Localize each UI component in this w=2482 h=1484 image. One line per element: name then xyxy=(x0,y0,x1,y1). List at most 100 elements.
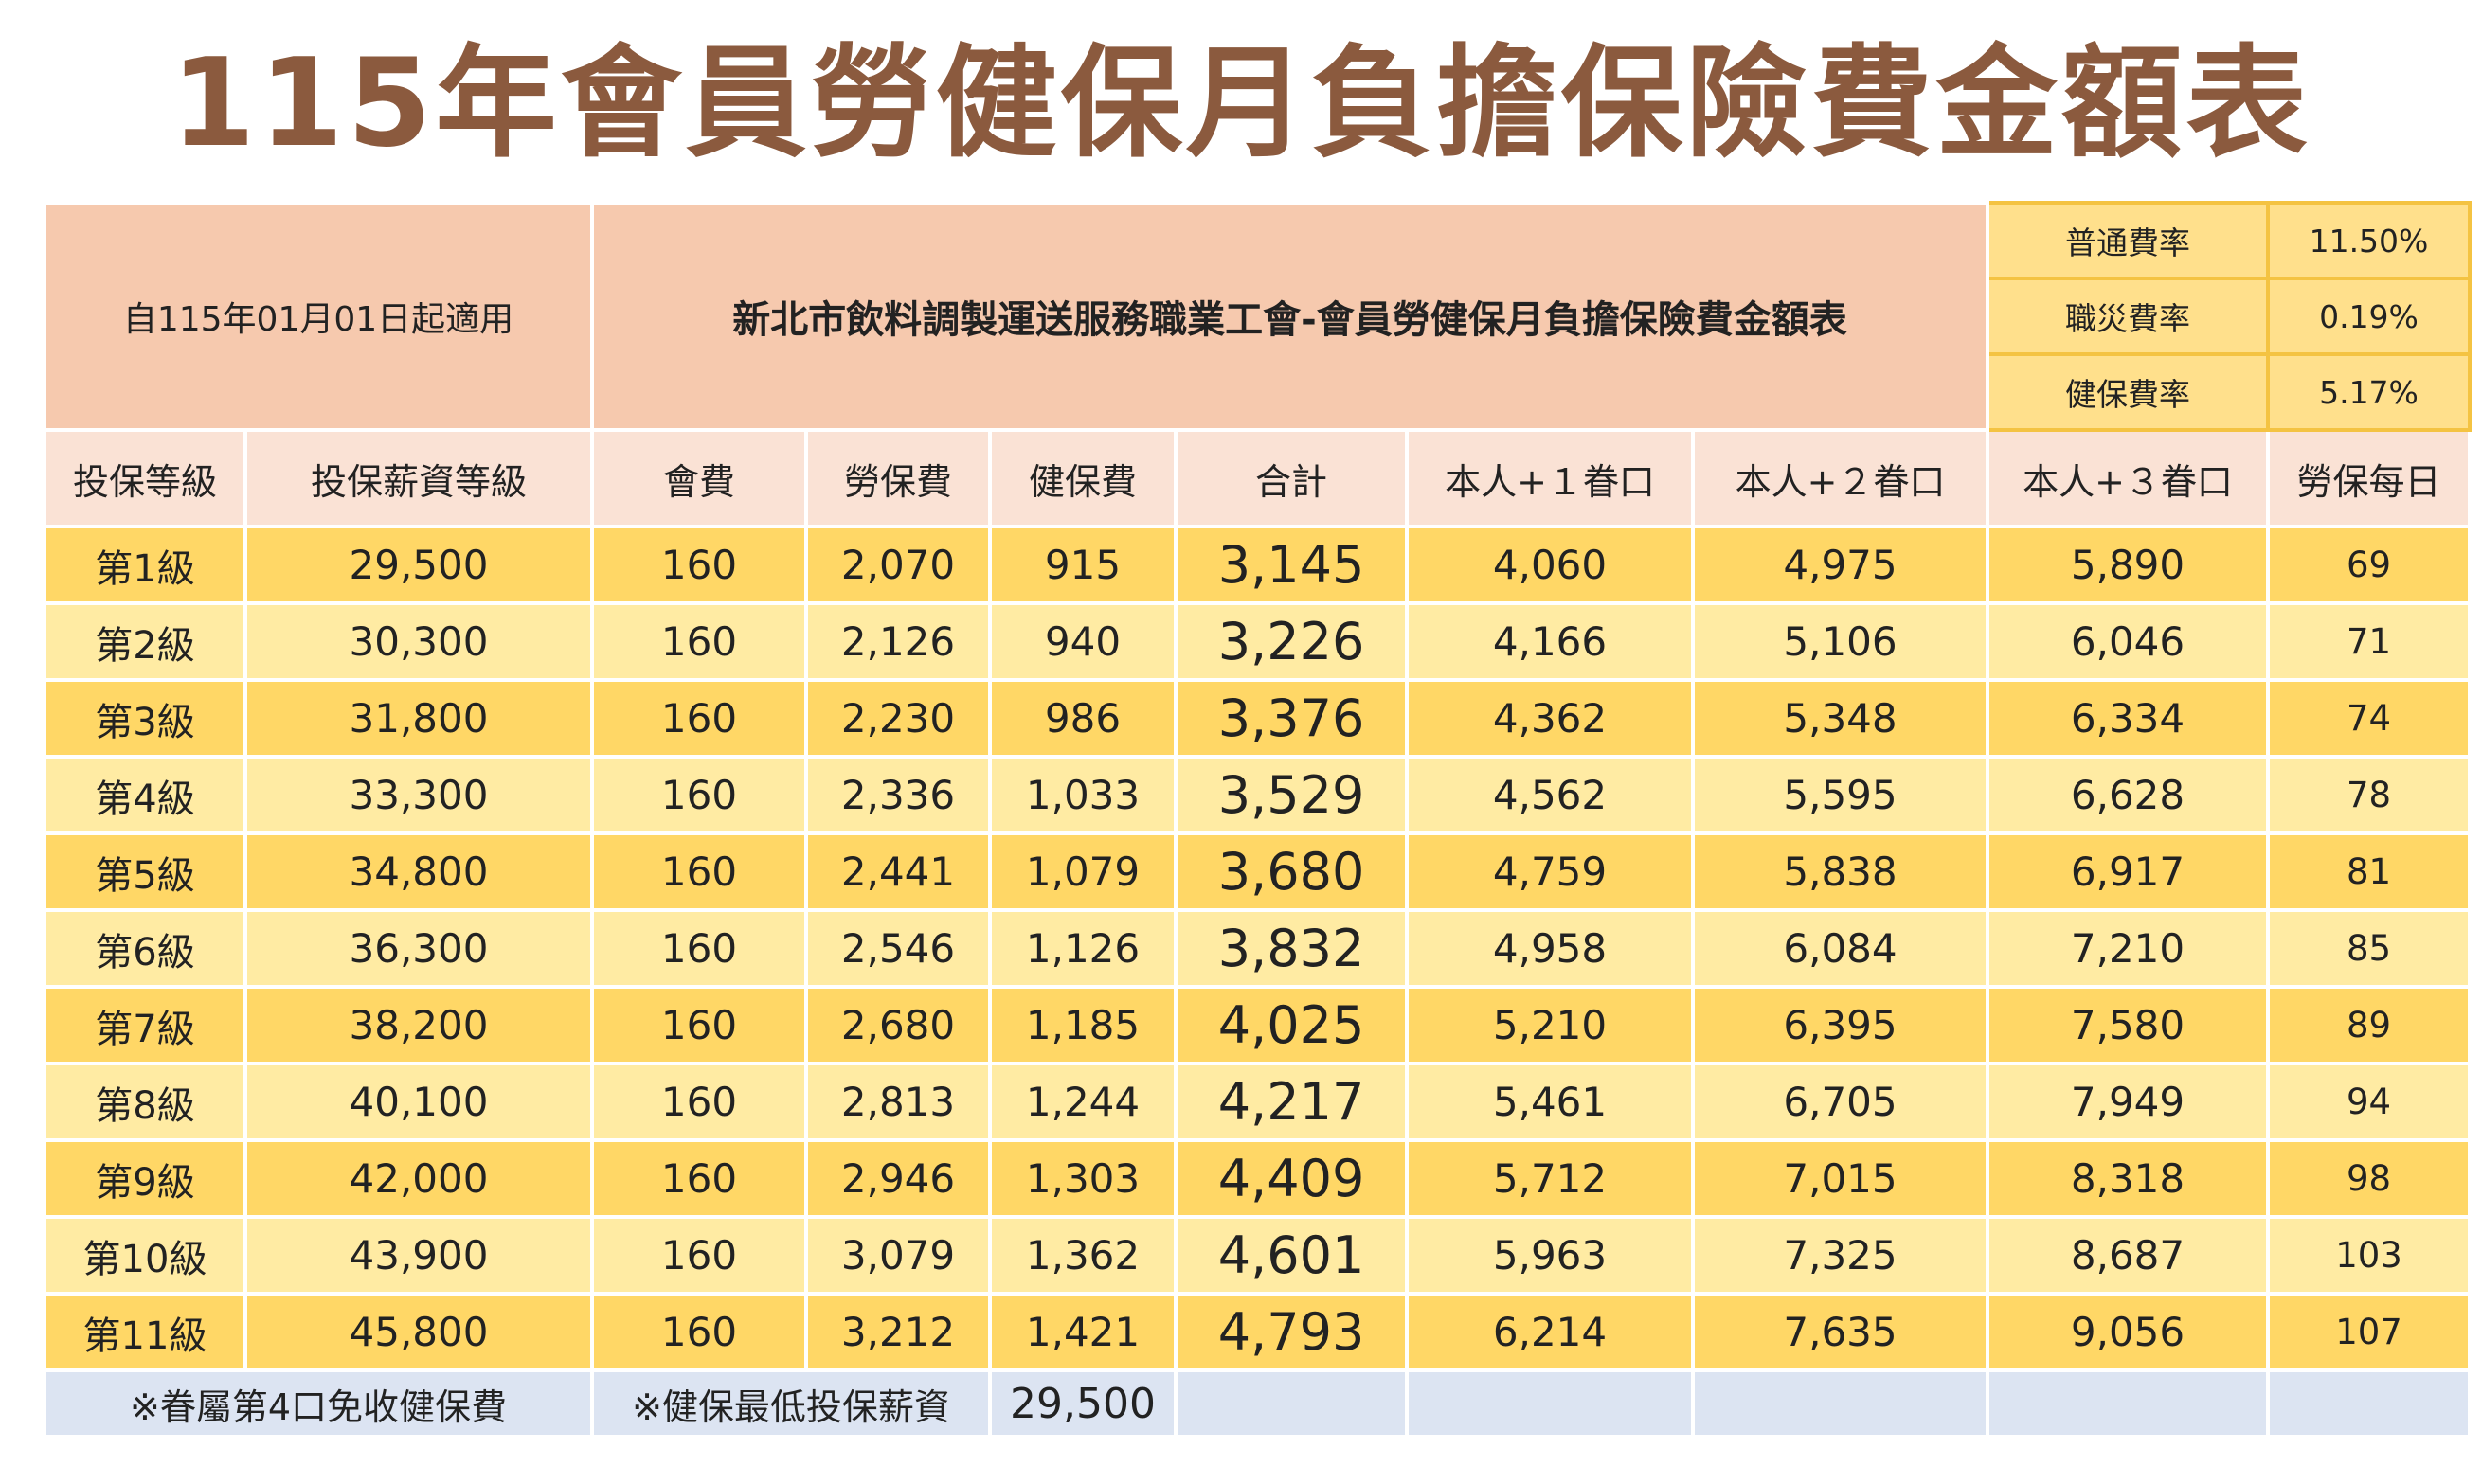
cell-daily: 74 xyxy=(2266,678,2472,759)
cell-salary: 31,800 xyxy=(243,678,594,759)
col-header-daily: 勞保每日 xyxy=(2266,428,2472,528)
cell-plus-1: 5,712 xyxy=(1405,1138,1695,1219)
cell-union-fee: 160 xyxy=(590,831,808,912)
cell-union-fee: 160 xyxy=(590,908,808,989)
cell-plus-1: 4,958 xyxy=(1405,908,1695,989)
cell-union-fee: 160 xyxy=(590,601,808,682)
cell-labor-insurance: 2,813 xyxy=(804,1062,992,1142)
cell-health-insurance: 1,303 xyxy=(988,1138,1178,1219)
cell-daily: 85 xyxy=(2266,908,2472,989)
table-row: 第9級 42,000 160 2,946 1,303 4,409 5,712 7,015 8,3… xyxy=(43,1138,2472,1219)
cell-plus-1: 4,562 xyxy=(1405,755,1695,835)
cell-plus-2: 5,106 xyxy=(1691,601,1989,682)
cell-plus-1: 4,759 xyxy=(1405,831,1695,912)
cell-total: 4,793 xyxy=(1174,1292,1409,1372)
footer-note-min-salary: ※健保最低投保薪資 xyxy=(590,1368,992,1439)
cell-labor-insurance: 2,680 xyxy=(804,985,992,1065)
cell-plus-1: 4,166 xyxy=(1405,601,1695,682)
cell-total: 3,832 xyxy=(1174,908,1409,989)
cell-plus-2: 5,838 xyxy=(1691,831,1989,912)
cell-level: 第5級 xyxy=(43,831,247,912)
col-header-union-fee: 會費 xyxy=(590,428,808,528)
cell-plus-3: 8,318 xyxy=(1986,1138,2270,1219)
table-row: 第5級 34,800 160 2,441 1,079 3,680 4,759 5,838 6,9… xyxy=(43,831,2472,912)
cell-plus-3: 6,046 xyxy=(1986,601,2270,682)
cell-plus-1: 5,963 xyxy=(1405,1215,1695,1296)
cell-plus-2: 7,015 xyxy=(1691,1138,1989,1219)
cell-level: 第3級 xyxy=(43,678,247,759)
rate-label: 普通費率 xyxy=(1986,201,2270,280)
cell-union-fee: 160 xyxy=(590,525,808,605)
cell-plus-2: 5,348 xyxy=(1691,678,1989,759)
cell-plus-2: 6,705 xyxy=(1691,1062,1989,1142)
cell-daily: 69 xyxy=(2266,525,2472,605)
cell-level: 第7級 xyxy=(43,985,247,1065)
cell-salary: 29,500 xyxy=(243,525,594,605)
table-title: 新北市飲料調製運送服務職業工會-會員勞健保月負擔保險費金額表 xyxy=(590,201,1989,432)
cell-total: 3,529 xyxy=(1174,755,1409,835)
cell-daily: 103 xyxy=(2266,1215,2472,1296)
cell-union-fee: 160 xyxy=(590,985,808,1065)
cell-health-insurance: 1,421 xyxy=(988,1292,1178,1372)
cell-plus-3: 7,580 xyxy=(1986,985,2270,1065)
cell-health-insurance: 1,185 xyxy=(988,985,1178,1065)
footer-empty-cell xyxy=(1174,1368,1409,1439)
cell-labor-insurance: 3,212 xyxy=(804,1292,992,1372)
cell-total: 3,680 xyxy=(1174,831,1409,912)
footer-note-dependents: ※眷屬第4口免收健保費 xyxy=(43,1368,594,1439)
cell-union-fee: 160 xyxy=(590,1292,808,1372)
cell-salary: 42,000 xyxy=(243,1138,594,1219)
cell-plus-3: 7,210 xyxy=(1986,908,2270,989)
cell-daily: 81 xyxy=(2266,831,2472,912)
footer-empty-cell xyxy=(1405,1368,1695,1439)
premium-table: 自115年01月01日起適用 新北市飲料調製運送服務職業工會-會員勞健保月負擔保… xyxy=(43,201,2472,1439)
col-header-total: 合計 xyxy=(1174,428,1409,528)
cell-health-insurance: 986 xyxy=(988,678,1178,759)
footer-empty-cell xyxy=(1986,1368,2270,1439)
cell-daily: 98 xyxy=(2266,1138,2472,1219)
cell-plus-2: 6,395 xyxy=(1691,985,1989,1065)
col-header-plus-3: 本人+３眷口 xyxy=(1986,428,2270,528)
cell-plus-1: 4,362 xyxy=(1405,678,1695,759)
cell-salary: 33,300 xyxy=(243,755,594,835)
rate-label: 職災費率 xyxy=(1986,277,2270,356)
cell-union-fee: 160 xyxy=(590,1215,808,1296)
cell-labor-insurance: 2,070 xyxy=(804,525,992,605)
rate-label: 健保費率 xyxy=(1986,352,2270,432)
cell-level: 第2級 xyxy=(43,601,247,682)
cell-health-insurance: 1,244 xyxy=(988,1062,1178,1142)
page-title: 115年會員勞健保月負擔保險費金額表 xyxy=(171,33,2311,174)
cell-labor-insurance: 3,079 xyxy=(804,1215,992,1296)
cell-plus-2: 7,325 xyxy=(1691,1215,1989,1296)
cell-salary: 30,300 xyxy=(243,601,594,682)
cell-total: 4,601 xyxy=(1174,1215,1409,1296)
col-header-salary: 投保薪資等級 xyxy=(243,428,594,528)
cell-level: 第9級 xyxy=(43,1138,247,1219)
cell-plus-1: 5,461 xyxy=(1405,1062,1695,1142)
col-header-labor-insurance: 勞保費 xyxy=(804,428,992,528)
cell-level: 第11級 xyxy=(43,1292,247,1372)
cell-plus-3: 8,687 xyxy=(1986,1215,2270,1296)
cell-health-insurance: 915 xyxy=(988,525,1178,605)
cell-total: 4,025 xyxy=(1174,985,1409,1065)
cell-labor-insurance: 2,441 xyxy=(804,831,992,912)
footer-empty-cell xyxy=(1691,1368,1989,1439)
cell-plus-1: 6,214 xyxy=(1405,1292,1695,1372)
cell-labor-insurance: 2,126 xyxy=(804,601,992,682)
footer-empty-cell xyxy=(2266,1368,2472,1439)
cell-total: 4,409 xyxy=(1174,1138,1409,1219)
cell-daily: 94 xyxy=(2266,1062,2472,1142)
cell-salary: 38,200 xyxy=(243,985,594,1065)
cell-total: 3,226 xyxy=(1174,601,1409,682)
table-row: 第6級 36,300 160 2,546 1,126 3,832 4,958 6,084 7,2… xyxy=(43,908,2472,989)
cell-total: 3,145 xyxy=(1174,525,1409,605)
table-row: 第2級 30,300 160 2,126 940 3,226 4,166 5,106 6,046… xyxy=(43,601,2472,682)
col-header-level: 投保等級 xyxy=(43,428,247,528)
cell-union-fee: 160 xyxy=(590,755,808,835)
cell-plus-3: 6,334 xyxy=(1986,678,2270,759)
cell-health-insurance: 940 xyxy=(988,601,1178,682)
cell-plus-3: 6,628 xyxy=(1986,755,2270,835)
cell-health-insurance: 1,362 xyxy=(988,1215,1178,1296)
cell-health-insurance: 1,033 xyxy=(988,755,1178,835)
cell-plus-1: 4,060 xyxy=(1405,525,1695,605)
